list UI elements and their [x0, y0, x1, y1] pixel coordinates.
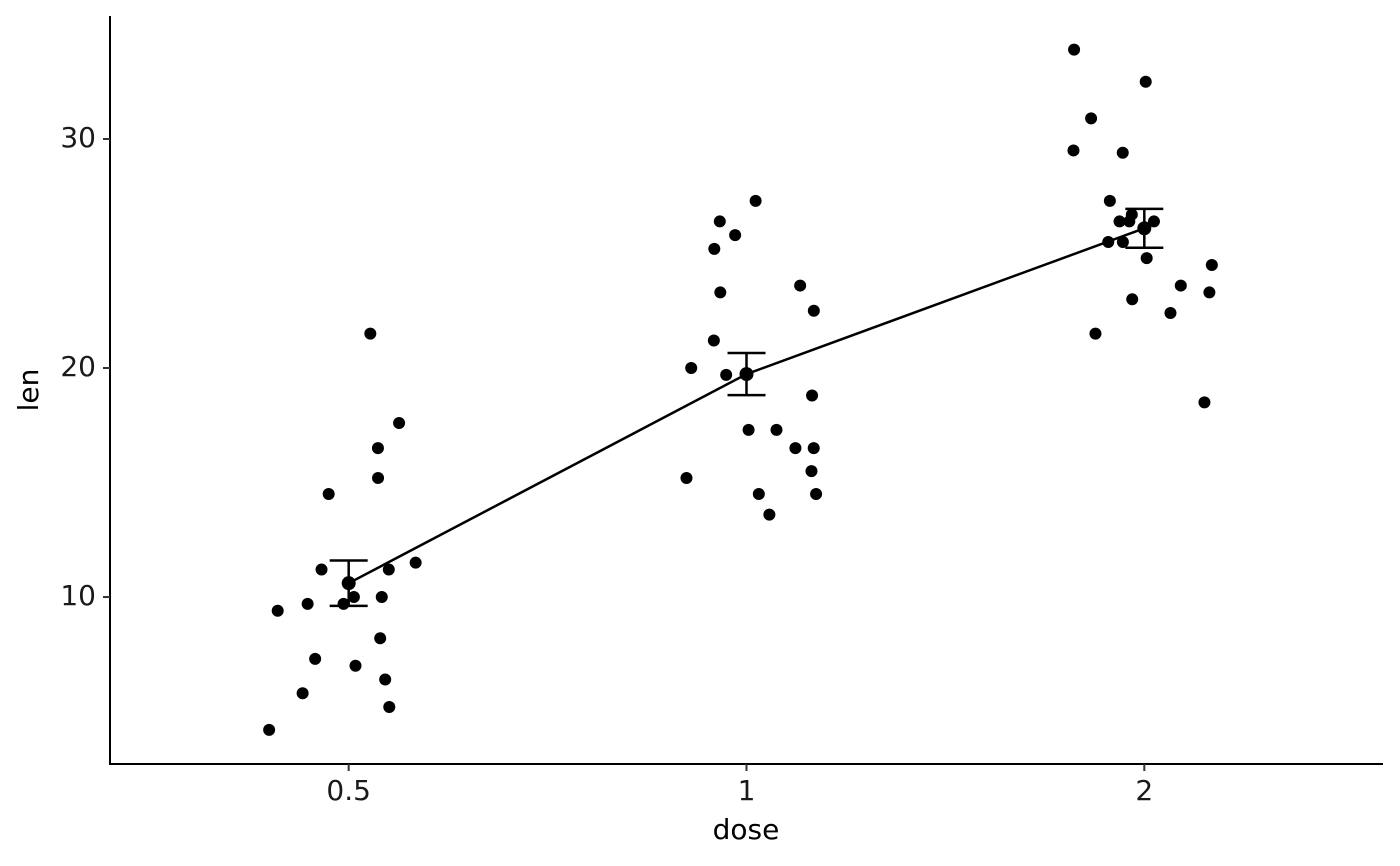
- point: [680, 471, 693, 484]
- point: [1126, 293, 1139, 306]
- point: [322, 487, 335, 500]
- point: [372, 471, 385, 484]
- point: [1116, 146, 1129, 159]
- y-tick-label: 30: [60, 121, 96, 154]
- point: [296, 687, 309, 700]
- x-axis-title: dose: [713, 813, 780, 846]
- point: [742, 423, 755, 436]
- point: [1089, 327, 1102, 340]
- point: [263, 723, 276, 736]
- point: [1203, 286, 1216, 299]
- y-axis-title: len: [12, 369, 45, 412]
- mean-point: [1137, 221, 1152, 236]
- point: [371, 442, 384, 455]
- point: [409, 556, 422, 569]
- point: [1198, 396, 1211, 409]
- point: [807, 304, 820, 317]
- point: [1205, 258, 1218, 271]
- mean-point: [739, 367, 754, 382]
- point: [714, 286, 727, 299]
- point: [806, 389, 819, 402]
- point: [713, 215, 726, 228]
- point: [707, 334, 720, 347]
- point: [271, 604, 284, 617]
- point: [810, 487, 823, 500]
- point: [383, 700, 396, 713]
- point: [729, 229, 742, 242]
- point: [349, 659, 362, 672]
- point: [1140, 252, 1153, 265]
- point: [685, 362, 698, 375]
- point: [1067, 144, 1080, 157]
- point: [794, 279, 807, 292]
- point: [301, 597, 314, 610]
- point: [1116, 236, 1129, 249]
- point: [749, 194, 762, 207]
- point: [375, 591, 388, 604]
- point: [382, 563, 395, 576]
- point: [374, 632, 387, 645]
- point: [315, 563, 328, 576]
- point: [770, 423, 783, 436]
- point: [364, 327, 377, 340]
- point: [309, 652, 322, 665]
- point: [789, 442, 802, 455]
- point: [708, 242, 721, 255]
- point: [1174, 279, 1187, 292]
- point: [752, 487, 765, 500]
- x-tick-label: 0.5: [326, 774, 371, 807]
- point: [763, 508, 776, 521]
- point: [807, 442, 820, 455]
- point: [1164, 307, 1177, 320]
- point: [1085, 112, 1098, 125]
- point: [1068, 43, 1081, 56]
- point: [379, 673, 392, 686]
- point: [805, 465, 818, 478]
- point: [1113, 215, 1126, 228]
- point: [1139, 75, 1152, 88]
- mean-point: [341, 576, 356, 591]
- mean-line: [348, 227, 1145, 585]
- x-tick-label: 2: [1135, 774, 1153, 807]
- x-tick-label: 1: [738, 774, 756, 807]
- point: [393, 416, 406, 429]
- point: [1147, 215, 1160, 228]
- y-tick-label: 20: [60, 350, 96, 383]
- point: [347, 591, 360, 604]
- y-tick-label: 10: [60, 579, 96, 612]
- point: [720, 368, 733, 381]
- point: [1123, 215, 1136, 228]
- point: [1103, 194, 1116, 207]
